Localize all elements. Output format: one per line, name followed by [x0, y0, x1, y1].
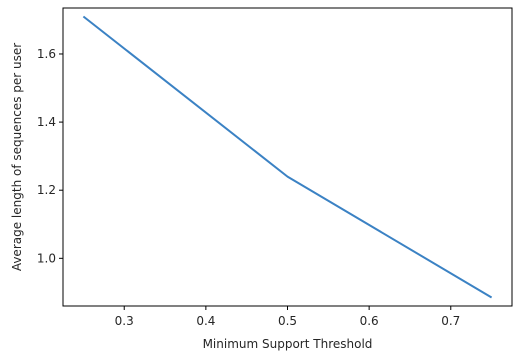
- x-tick-label: 0.6: [360, 314, 379, 328]
- y-tick-label: 1.4: [37, 115, 56, 129]
- y-axis: 1.0 1.2 1.4 1.6: [37, 47, 63, 265]
- x-axis-label: Minimum Support Threshold: [203, 337, 373, 351]
- y-tick-label: 1.2: [37, 183, 56, 197]
- series-line-0: [82, 15, 493, 299]
- y-tick-label: 1.6: [37, 47, 56, 61]
- x-tick-label: 0.5: [278, 314, 297, 328]
- x-tick-label: 0.3: [115, 314, 134, 328]
- series-layer: [82, 15, 493, 299]
- y-tick-label: 1.0: [37, 251, 56, 265]
- x-tick-label: 0.4: [196, 314, 215, 328]
- plot-frame: [62, 7, 513, 307]
- plot-area: [63, 8, 512, 306]
- x-axis: 0.3 0.4 0.5 0.6 0.7: [115, 306, 460, 328]
- x-tick-label: 0.7: [441, 314, 460, 328]
- y-axis-label: Average length of sequences per user: [10, 43, 24, 271]
